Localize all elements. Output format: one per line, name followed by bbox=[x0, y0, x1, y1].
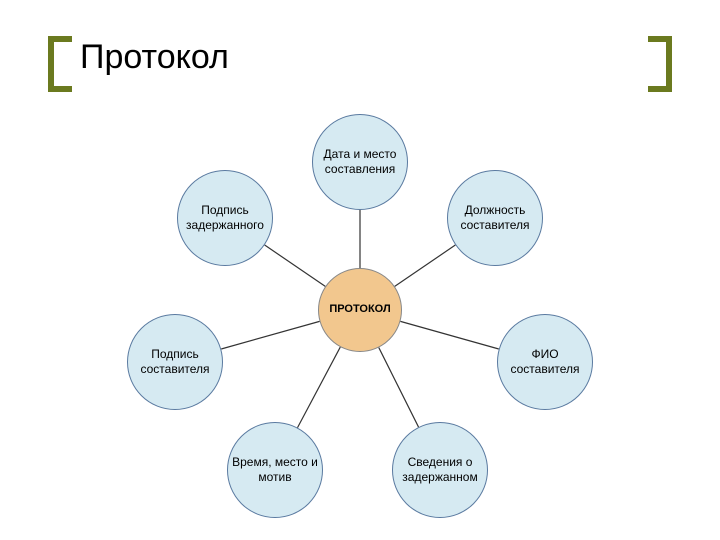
center-node-label: ПРОТОКОЛ bbox=[329, 303, 390, 317]
outer-node-label: Время, место и мотив bbox=[232, 455, 318, 485]
outer-node-label: ФИО составителя bbox=[502, 347, 588, 377]
outer-node: Должность составителя bbox=[447, 170, 543, 266]
outer-node: Дата и место составления bbox=[312, 114, 408, 210]
outer-node-label: Дата и место составления bbox=[317, 147, 403, 177]
outer-node: Время, место и мотив bbox=[227, 422, 323, 518]
outer-node-label: Должность составителя bbox=[452, 203, 538, 233]
radial-diagram: Дата и место составления Должность состав… bbox=[0, 100, 720, 540]
title-bracket-left bbox=[48, 36, 72, 92]
outer-node: Подпись составителя bbox=[127, 314, 223, 410]
outer-node-label: Подпись составителя bbox=[132, 347, 218, 377]
outer-node-label: Подпись задержанного bbox=[182, 203, 268, 233]
outer-node-label: Сведения о задержанном bbox=[397, 455, 483, 485]
title-bracket-right bbox=[648, 36, 672, 92]
outer-node: Подпись задержанного bbox=[177, 170, 273, 266]
outer-node: Сведения о задержанном bbox=[392, 422, 488, 518]
outer-node: ФИО составителя bbox=[497, 314, 593, 410]
page-title: Протокол bbox=[80, 38, 229, 77]
center-node: ПРОТОКОЛ bbox=[318, 268, 402, 352]
